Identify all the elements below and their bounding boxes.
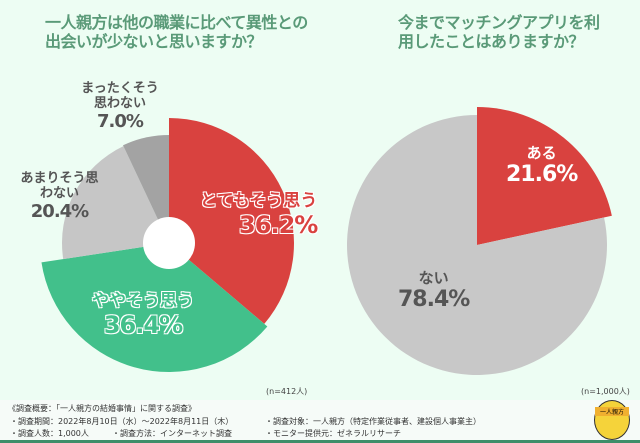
pie2-slice-2 (347, 115, 607, 375)
pie1-slice-1 (169, 118, 295, 324)
slice-label-4: まったくそう思わない 7.0% (81, 81, 159, 132)
slice-label-2: ややそう思う 36.4% (92, 291, 194, 339)
chart1-n: (n=412人) (266, 387, 308, 396)
slice-label-3: あまりそう思わない 20.4% (20, 171, 99, 222)
slice-label-nai: ない 78.4% (398, 269, 470, 313)
chart1-title: 一人親方は他の職業に比べて異性との出会いが少ないと思いますか？ (45, 13, 308, 51)
footer-heading: 《調査概要：「一人親方の結婚事情」に関する調査》 (8, 404, 196, 413)
pie1-slice-3 (62, 146, 170, 260)
slice-label-1: とてもそう思う 36.2% (200, 191, 318, 239)
chart2-title: 今までマッチングアプリを利用したことはありますか？ (398, 13, 600, 51)
pie1-slice-2 (41, 243, 268, 372)
mascot-logo: 一人親方 (594, 400, 630, 440)
footer-target: ・調査対象：一人親方（特定作業従事者、建設個人事業主） (265, 417, 481, 426)
chart2-n: (n=1,000人) (581, 387, 630, 396)
footer-period: ・調査期間：2022年8月10日（水）～2022年8月11日（木） (10, 417, 234, 426)
footer-count: ・調査人数：1,000人 (10, 429, 89, 438)
pie1-slice-4 (123, 135, 169, 243)
pie1-center-hole (143, 217, 195, 269)
survey-footer: 《調査概要：「一人親方の結婚事情」に関する調査》 ・調査期間：2022年8月10… (0, 400, 640, 443)
slice-label-aru: ある 21.6% (506, 144, 578, 188)
pie2-slice-1 (477, 107, 612, 245)
footer-method: ・調査方法：インターネット調査 (112, 429, 232, 438)
footer-provider: ・モニター提供元：ゼネラルリサーチ (265, 429, 401, 438)
